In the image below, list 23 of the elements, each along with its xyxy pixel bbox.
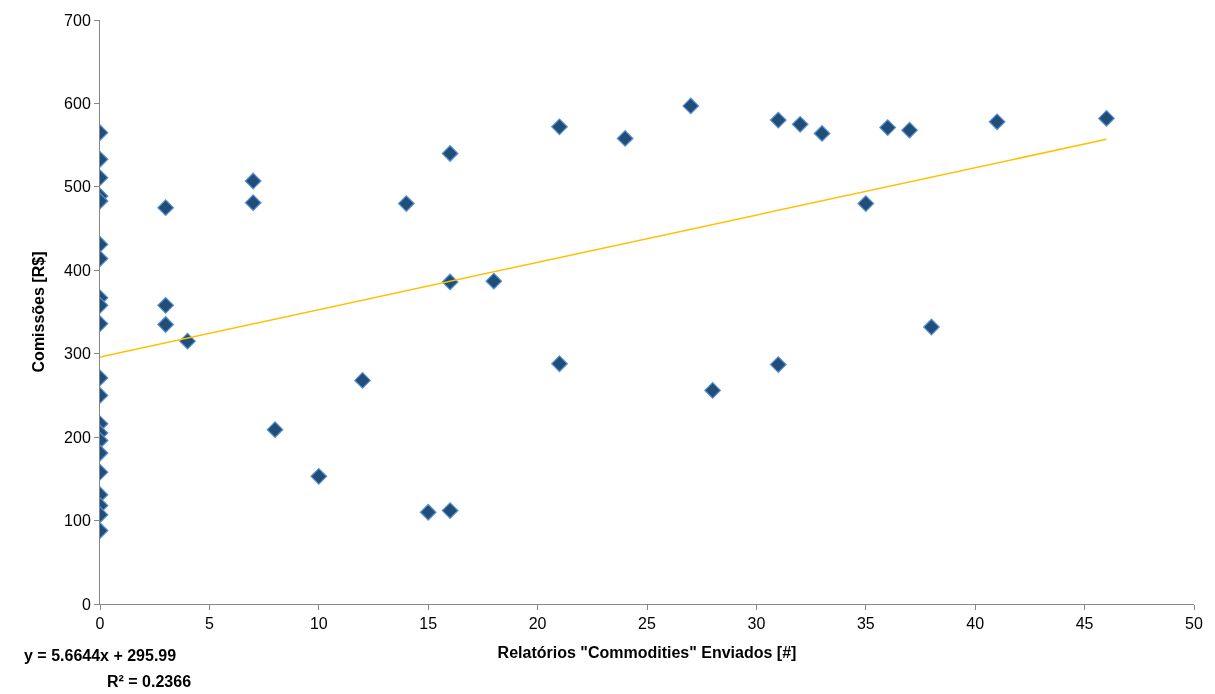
x-tick-label: 35	[856, 615, 875, 633]
text: R² = 0.2366	[107, 673, 192, 690]
y-tick-label: 600	[64, 95, 91, 113]
y-axis-title: Comissões [R$]	[30, 251, 47, 373]
x-tick-label: 30	[747, 615, 766, 633]
x-tick-label: 5	[204, 615, 214, 633]
y-tick-label: 200	[64, 428, 91, 446]
y-tick-label: 0	[81, 595, 91, 613]
x-tick-label: 15	[419, 615, 438, 633]
x-tick-label: 50	[1185, 615, 1203, 633]
x-tick-label: 10	[309, 615, 328, 633]
x-tick-label: 45	[1075, 615, 1094, 633]
y-tick-label: 300	[64, 345, 91, 363]
x-axis-title: Relatórios "Commodities" Enviados [#]	[497, 643, 797, 661]
y-tick-label: 700	[64, 11, 91, 29]
y-tick-label: 400	[64, 261, 91, 279]
x-tick-label: 40	[966, 615, 985, 633]
x-tick-label: 0	[95, 615, 105, 633]
x-tick-label: 25	[638, 615, 656, 633]
x-tick-label: 20	[528, 615, 547, 633]
y-tick-label: 100	[64, 512, 91, 530]
text: y = 5.6644x + 295.99	[24, 647, 177, 664]
y-tick-label: 500	[64, 178, 91, 196]
